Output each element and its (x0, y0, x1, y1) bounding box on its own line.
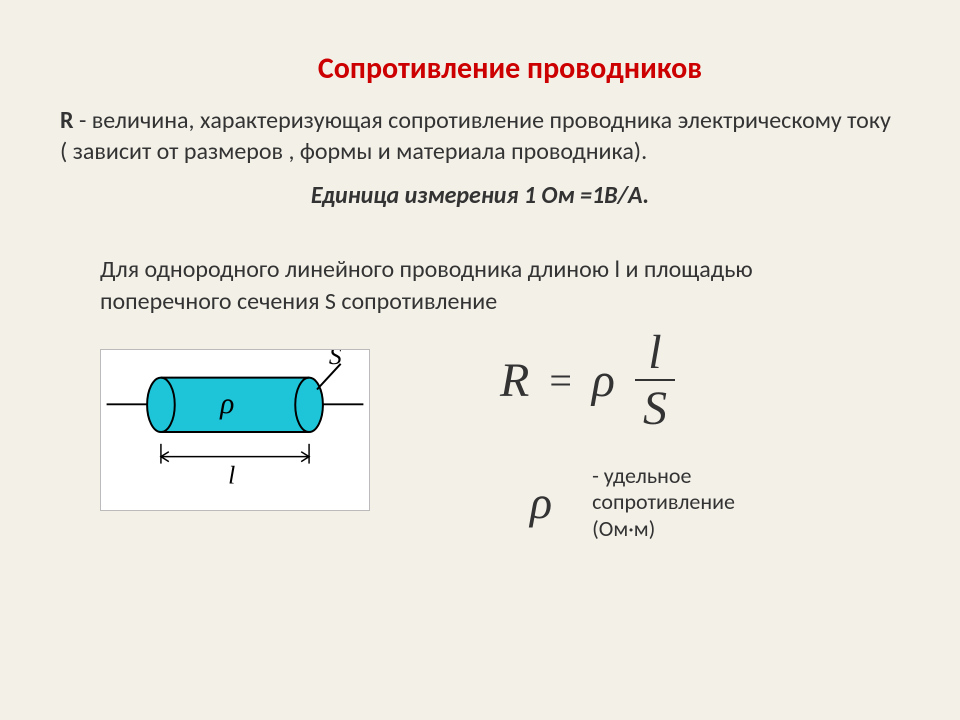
formula-equals: = (549, 357, 572, 404)
definition-paragraph: R - величина, характеризующая сопротивле… (60, 105, 900, 167)
slide: Сопротивление проводников R - величина, … (0, 0, 960, 720)
formula-area: R = ρ l S ρ - удельное сопротивление (Ом… (410, 349, 900, 542)
rho-text-line2: сопротивление (592, 489, 735, 515)
description-paragraph: Для однородного линейного проводника дли… (100, 254, 880, 316)
formula-r: R (500, 353, 529, 408)
resistance-formula: R = ρ l S (500, 329, 900, 433)
formula-rho: ρ (592, 353, 615, 408)
conductor-diagram: ρ S l (100, 349, 370, 511)
rho-text-line3: (Ом·м) (592, 516, 735, 542)
diagram-rho-label: ρ (219, 388, 234, 420)
definition-text: - величина, характеризующая сопротивлени… (60, 106, 891, 166)
page-title: Сопротивление проводников (120, 50, 900, 87)
formula-denominator: S (635, 381, 675, 433)
formula-numerator: l (640, 329, 669, 379)
unit-of-measure: Единица измерения 1 Ом =1В/А. (60, 181, 900, 210)
rho-definition: ρ - удельное сопротивление (Ом·м) (530, 463, 900, 542)
rho-text: - удельное сопротивление (Ом·м) (592, 463, 735, 542)
diagram-l-label: l (228, 460, 235, 489)
r-symbol: R (60, 106, 74, 135)
rho-text-line1: - удельное (592, 463, 735, 489)
diagram-s-label: S (329, 350, 342, 370)
formula-fraction: l S (635, 329, 675, 433)
rho-symbol: ρ (530, 476, 552, 529)
bottom-area: ρ S l R = ρ l (60, 349, 900, 542)
